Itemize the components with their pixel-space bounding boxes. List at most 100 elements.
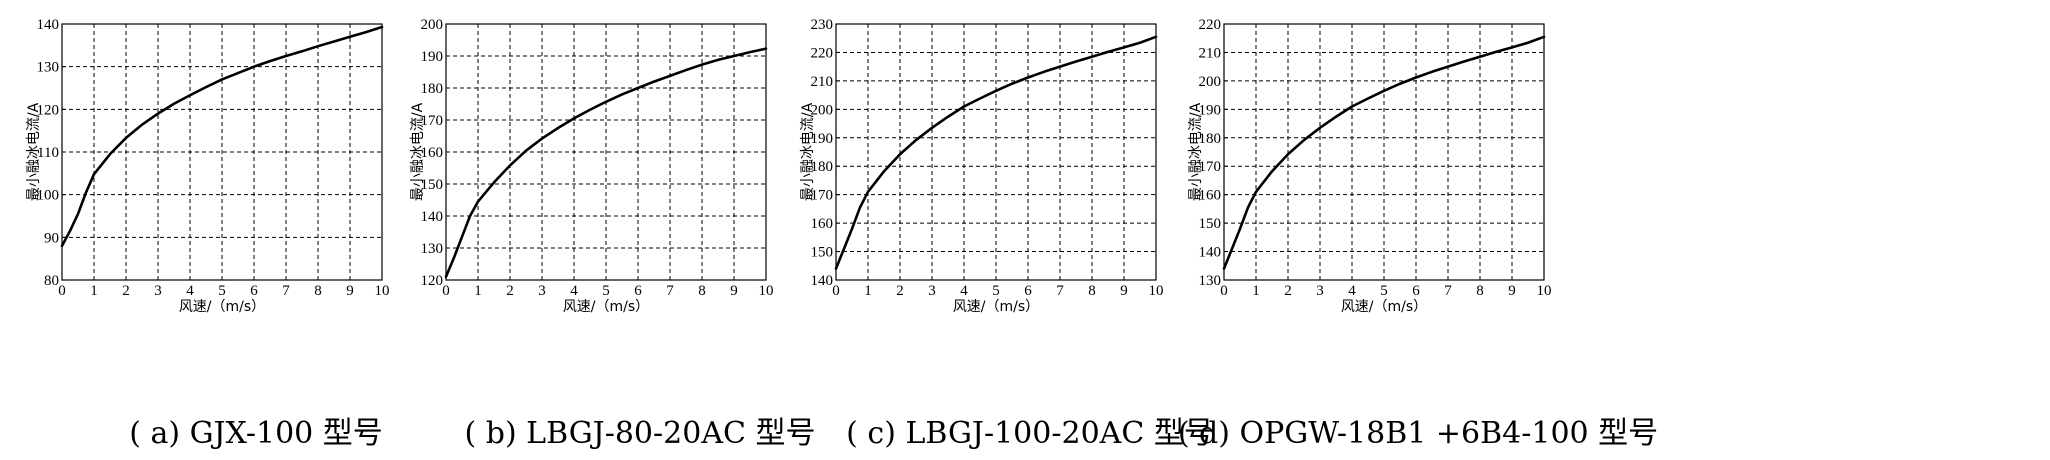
x-tick-label: 5 bbox=[1380, 283, 1388, 299]
y-tick-label: 170 bbox=[811, 188, 834, 204]
x-tick-label: 2 bbox=[506, 283, 514, 299]
x-tick-label: 8 bbox=[1088, 283, 1096, 299]
y-tick-label: 190 bbox=[811, 131, 834, 147]
x-tick-label: 10 bbox=[1149, 283, 1164, 299]
chart-a: 0 1 2 3 4 5 6 7 8 9 10 80 90 100 110 120 130 140 风速/（m/s） 最… bbox=[26, 17, 390, 315]
y-tick-label: 180 bbox=[1199, 131, 1222, 147]
y-tick-label: 180 bbox=[421, 81, 444, 97]
x-tick-label: 0 bbox=[58, 283, 66, 299]
x-tick-label: 4 bbox=[960, 283, 968, 299]
y-tick-label: 210 bbox=[811, 74, 834, 90]
y-tick-label: 130 bbox=[421, 241, 444, 257]
y-axis-label: 最小融冰电流/A bbox=[800, 102, 816, 201]
x-tick-label: 10 bbox=[759, 283, 774, 299]
y-tick-label: 140 bbox=[811, 273, 834, 289]
x-tick-label: 5 bbox=[992, 283, 1000, 299]
series-line bbox=[60, 25, 384, 248]
x-tick-label: 7 bbox=[1056, 283, 1064, 299]
y-tick-label: 200 bbox=[1199, 74, 1222, 90]
y-tick-label: 220 bbox=[811, 45, 834, 61]
x-tick-label: 1 bbox=[864, 283, 872, 299]
y-tick-label: 160 bbox=[1199, 188, 1222, 204]
x-axis-label: 风速/（m/s） bbox=[563, 299, 649, 315]
x-tick-label: 9 bbox=[1120, 283, 1128, 299]
y-tick-label: 160 bbox=[421, 145, 444, 161]
caption-d: ( d) OPGW-18B1 +6B4-100 型号 bbox=[1177, 416, 1659, 451]
y-tick-label: 130 bbox=[37, 60, 60, 76]
x-tick-label: 1 bbox=[474, 283, 482, 299]
x-tick-label: 9 bbox=[730, 283, 738, 299]
y-tick-label: 150 bbox=[1199, 216, 1222, 232]
x-axis-label: 风速/（m/s） bbox=[953, 299, 1039, 315]
chart-panel-d: 0 1 2 3 4 5 6 7 8 9 10 130 140 150 160 170 180 190 200 210 2… bbox=[1162, 0, 1674, 460]
caption-c: ( c) LBGJ-100-20AC 型号 bbox=[846, 416, 1214, 451]
x-tick-label: 5 bbox=[602, 283, 610, 299]
y-tick-label: 120 bbox=[421, 273, 444, 289]
series-line bbox=[1222, 35, 1546, 270]
chart-panel-a: 0 1 2 3 4 5 6 7 8 9 10 80 90 100 110 120 130 140 风速/（m/s）最… bbox=[0, 0, 512, 460]
x-tick-label: 8 bbox=[698, 283, 706, 299]
y-tick-label: 80 bbox=[44, 273, 59, 289]
y-tick-label: 230 bbox=[811, 17, 834, 33]
y-axis-label: 最小融冰电流/A bbox=[26, 102, 42, 201]
chart-panel-b: 0 1 2 3 4 5 6 7 8 9 10 120 130 140 150 160 170 180 190 200 风… bbox=[384, 0, 896, 460]
y-tick-label: 190 bbox=[421, 49, 444, 65]
x-tick-label: 2 bbox=[1284, 283, 1292, 299]
x-tick-label: 2 bbox=[896, 283, 904, 299]
caption-a: ( a) GJX-100 型号 bbox=[129, 416, 383, 451]
y-tick-label: 100 bbox=[37, 188, 60, 204]
chart-panel-c: 0 1 2 3 4 5 6 7 8 9 10 140 150 160 170 180 190 200 210 220 2… bbox=[774, 0, 1286, 460]
x-tick-label: 9 bbox=[1508, 283, 1516, 299]
y-tick-label: 150 bbox=[811, 245, 834, 261]
y-tick-label: 140 bbox=[421, 209, 444, 225]
y-tick-label: 130 bbox=[1199, 273, 1222, 289]
series-line bbox=[444, 47, 768, 279]
x-tick-label: 10 bbox=[1537, 283, 1552, 299]
y-tick-label: 200 bbox=[811, 102, 834, 118]
x-tick-label: 3 bbox=[538, 283, 546, 299]
x-tick-label: 3 bbox=[154, 283, 162, 299]
x-tick-label: 1 bbox=[90, 283, 98, 299]
y-tick-label: 140 bbox=[37, 17, 60, 33]
x-tick-label: 6 bbox=[1024, 283, 1032, 299]
x-tick-label: 3 bbox=[928, 283, 936, 299]
x-tick-label: 0 bbox=[832, 283, 840, 299]
x-tick-label: 10 bbox=[375, 283, 390, 299]
x-tick-label: 1 bbox=[1252, 283, 1260, 299]
x-tick-label: 9 bbox=[346, 283, 354, 299]
y-tick-label: 160 bbox=[811, 216, 834, 232]
x-tick-label: 4 bbox=[1348, 283, 1356, 299]
y-tick-label: 110 bbox=[37, 145, 59, 161]
x-tick-label: 4 bbox=[570, 283, 578, 299]
x-tick-label: 7 bbox=[1444, 283, 1452, 299]
x-axis-label: 风速/（m/s） bbox=[179, 299, 265, 315]
x-tick-label: 8 bbox=[1476, 283, 1484, 299]
y-tick-label: 190 bbox=[1199, 102, 1222, 118]
x-tick-label: 4 bbox=[186, 283, 194, 299]
x-tick-label: 6 bbox=[250, 283, 258, 299]
y-axis-label: 最小融冰电流/A bbox=[410, 102, 426, 201]
x-tick-label: 2 bbox=[122, 283, 130, 299]
y-axis-label: 最小融冰电流/A bbox=[1188, 102, 1204, 201]
chart-b: 0 1 2 3 4 5 6 7 8 9 10 120 130 140 150 160 170 180 190 200 风… bbox=[410, 17, 774, 315]
y-tick-label: 200 bbox=[421, 17, 444, 33]
series-line bbox=[834, 35, 1158, 270]
chart-d: 0 1 2 3 4 5 6 7 8 9 10 130 140 150 160 170 180 190 200 210 2… bbox=[1188, 17, 1552, 315]
y-tick-label: 140 bbox=[1199, 245, 1222, 261]
y-tick-label: 170 bbox=[421, 113, 444, 129]
y-tick-label: 170 bbox=[1199, 159, 1222, 175]
x-axis-label: 风速/（m/s） bbox=[1341, 299, 1427, 315]
x-tick-label: 7 bbox=[282, 283, 290, 299]
y-tick-label: 180 bbox=[811, 159, 834, 175]
x-tick-label: 3 bbox=[1316, 283, 1324, 299]
x-tick-label: 8 bbox=[314, 283, 322, 299]
chart-c: 0 1 2 3 4 5 6 7 8 9 10 140 150 160 170 180 190 200 210 220 2… bbox=[800, 17, 1164, 315]
y-tick-label: 150 bbox=[421, 177, 444, 193]
x-tick-label: 6 bbox=[634, 283, 642, 299]
x-tick-label: 5 bbox=[218, 283, 226, 299]
x-tick-label: 0 bbox=[442, 283, 450, 299]
x-tick-label: 7 bbox=[666, 283, 674, 299]
x-tick-label: 6 bbox=[1412, 283, 1420, 299]
y-tick-label: 210 bbox=[1199, 45, 1222, 61]
